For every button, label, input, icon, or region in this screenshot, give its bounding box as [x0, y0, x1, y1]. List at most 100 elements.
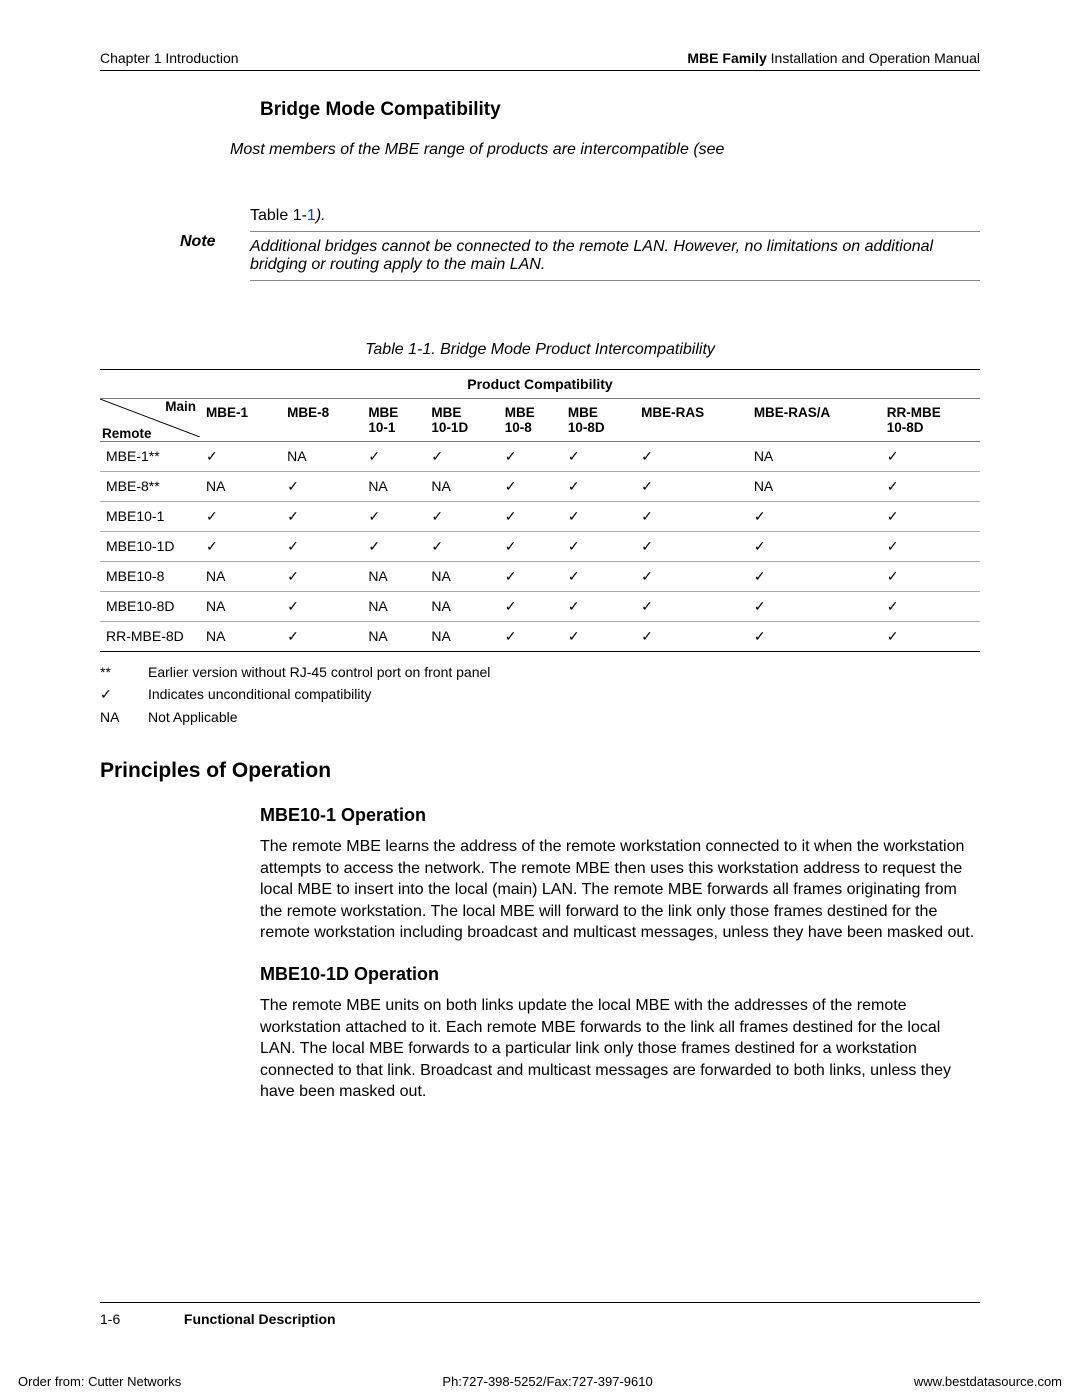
cell: NA	[425, 622, 498, 652]
cell: ✓	[362, 502, 425, 532]
cell: ✓	[562, 592, 635, 622]
legend-key: NA	[100, 709, 148, 725]
column-header: MBE-RAS	[635, 399, 748, 442]
cell: ✓	[635, 592, 748, 622]
cell: NA	[281, 442, 362, 472]
cell: NA	[362, 592, 425, 622]
cell: ✓	[281, 562, 362, 592]
legend-text: Indicates unconditional compatibility	[148, 686, 371, 703]
cell: NA	[425, 562, 498, 592]
table-row: MBE-1**✓NA✓✓✓✓✓NA✓	[100, 442, 980, 472]
note-label: Note	[180, 207, 250, 281]
cell: ✓	[499, 622, 562, 652]
cell: ✓	[499, 502, 562, 532]
cell: ✓	[499, 532, 562, 562]
table-row: MBE10-8DNA✓NANA✓✓✓✓✓	[100, 592, 980, 622]
cell: ✓	[635, 472, 748, 502]
header-right: MBE Family Installation and Operation Ma…	[687, 50, 980, 66]
cell: ✓	[499, 562, 562, 592]
cell: ✓	[881, 532, 980, 562]
cell: ✓	[748, 592, 881, 622]
row-label: MBE10-8D	[100, 592, 200, 622]
cell: ✓	[748, 502, 881, 532]
legend-key: ✓	[100, 686, 148, 703]
bottom-bar: Order from: Cutter Networks Ph:727-398-5…	[0, 1374, 1080, 1389]
sub-heading-2: MBE10-1D Operation	[260, 964, 980, 985]
table-row: MBE10-1✓✓✓✓✓✓✓✓✓	[100, 502, 980, 532]
cell: ✓	[881, 472, 980, 502]
cell: NA	[362, 622, 425, 652]
table-top-header: Product Compatibility	[100, 370, 980, 399]
note-block: Note Table 1-1). Additional bridges cann…	[180, 207, 980, 281]
intro-text: Most members of the MBE range of product…	[230, 141, 980, 159]
paragraph-2: The remote MBE units on both links updat…	[260, 995, 980, 1103]
cell: NA	[200, 592, 281, 622]
cell: NA	[362, 562, 425, 592]
compat-table: Product Compatibility Main Remote MBE-1M…	[100, 369, 980, 652]
bottom-right: www.bestdatasource.com	[914, 1374, 1062, 1389]
legend-row: ✓Indicates unconditional compatibility	[100, 686, 980, 703]
cell: ✓	[562, 502, 635, 532]
cell: ✓	[562, 532, 635, 562]
cell: NA	[748, 442, 881, 472]
cell: ✓	[362, 532, 425, 562]
cell: NA	[200, 472, 281, 502]
cell: ✓	[281, 502, 362, 532]
cell: ✓	[748, 532, 881, 562]
cell: ✓	[200, 532, 281, 562]
cell: ✓	[881, 562, 980, 592]
page-footer: 1-6 Functional Description	[100, 1302, 980, 1327]
row-label: RR-MBE-8D	[100, 622, 200, 652]
table-row: MBE10-1D✓✓✓✓✓✓✓✓✓	[100, 532, 980, 562]
legend: **Earlier version without RJ-45 control …	[100, 664, 980, 725]
column-header: MBE-8	[281, 399, 362, 442]
cell: ✓	[562, 442, 635, 472]
row-label: MBE10-8	[100, 562, 200, 592]
table-ref-link: Table 1-1	[250, 207, 316, 224]
cell: NA	[425, 472, 498, 502]
cell: ✓	[748, 562, 881, 592]
cell: NA	[425, 592, 498, 622]
cell: ✓	[748, 622, 881, 652]
table-row: MBE10-8NA✓NANA✓✓✓✓✓	[100, 562, 980, 592]
table-row: RR-MBE-8DNA✓NANA✓✓✓✓✓	[100, 622, 980, 652]
cell: ✓	[425, 532, 498, 562]
bottom-center: Ph:727-398-5252/Fax:727-397-9610	[442, 1374, 652, 1389]
page-header: Chapter 1 Introduction MBE Family Instal…	[100, 50, 980, 71]
cell: ✓	[362, 442, 425, 472]
footer-section: Functional Description	[184, 1311, 336, 1327]
page-number: 1-6	[100, 1311, 180, 1327]
cell: ✓	[562, 472, 635, 502]
table-row: MBE-8**NA✓NANA✓✓✓NA✓	[100, 472, 980, 502]
cell: ✓	[562, 622, 635, 652]
cell: ✓	[635, 622, 748, 652]
note-bottom: Additional bridges cannot be connected t…	[250, 232, 980, 281]
section-title: Bridge Mode Compatibility	[260, 99, 980, 121]
cell: ✓	[281, 532, 362, 562]
row-label: MBE10-1	[100, 502, 200, 532]
header-left: Chapter 1 Introduction	[100, 50, 239, 66]
cell: ✓	[635, 502, 748, 532]
bottom-left: Order from: Cutter Networks	[18, 1374, 181, 1389]
cell: ✓	[425, 442, 498, 472]
cell: ✓	[281, 472, 362, 502]
cell: ✓	[881, 592, 980, 622]
row-label: MBE-8**	[100, 472, 200, 502]
column-header: MBE10-1	[362, 399, 425, 442]
cell: ✓	[499, 472, 562, 502]
cell: ✓	[881, 622, 980, 652]
paragraph-1: The remote MBE learns the address of the…	[260, 836, 980, 944]
cell: ✓	[281, 592, 362, 622]
table-caption: Table 1-1. Bridge Mode Product Intercomp…	[100, 341, 980, 359]
cell: ✓	[635, 562, 748, 592]
cell: NA	[362, 472, 425, 502]
cell: ✓	[200, 442, 281, 472]
row-label: MBE-1**	[100, 442, 200, 472]
legend-text: Earlier version without RJ-45 control po…	[148, 664, 490, 680]
legend-key: **	[100, 664, 148, 680]
note-top: Table 1-1).	[250, 207, 980, 232]
column-header: MBE10-8D	[562, 399, 635, 442]
cell: ✓	[562, 562, 635, 592]
cell: ✓	[881, 502, 980, 532]
cell: ✓	[499, 592, 562, 622]
